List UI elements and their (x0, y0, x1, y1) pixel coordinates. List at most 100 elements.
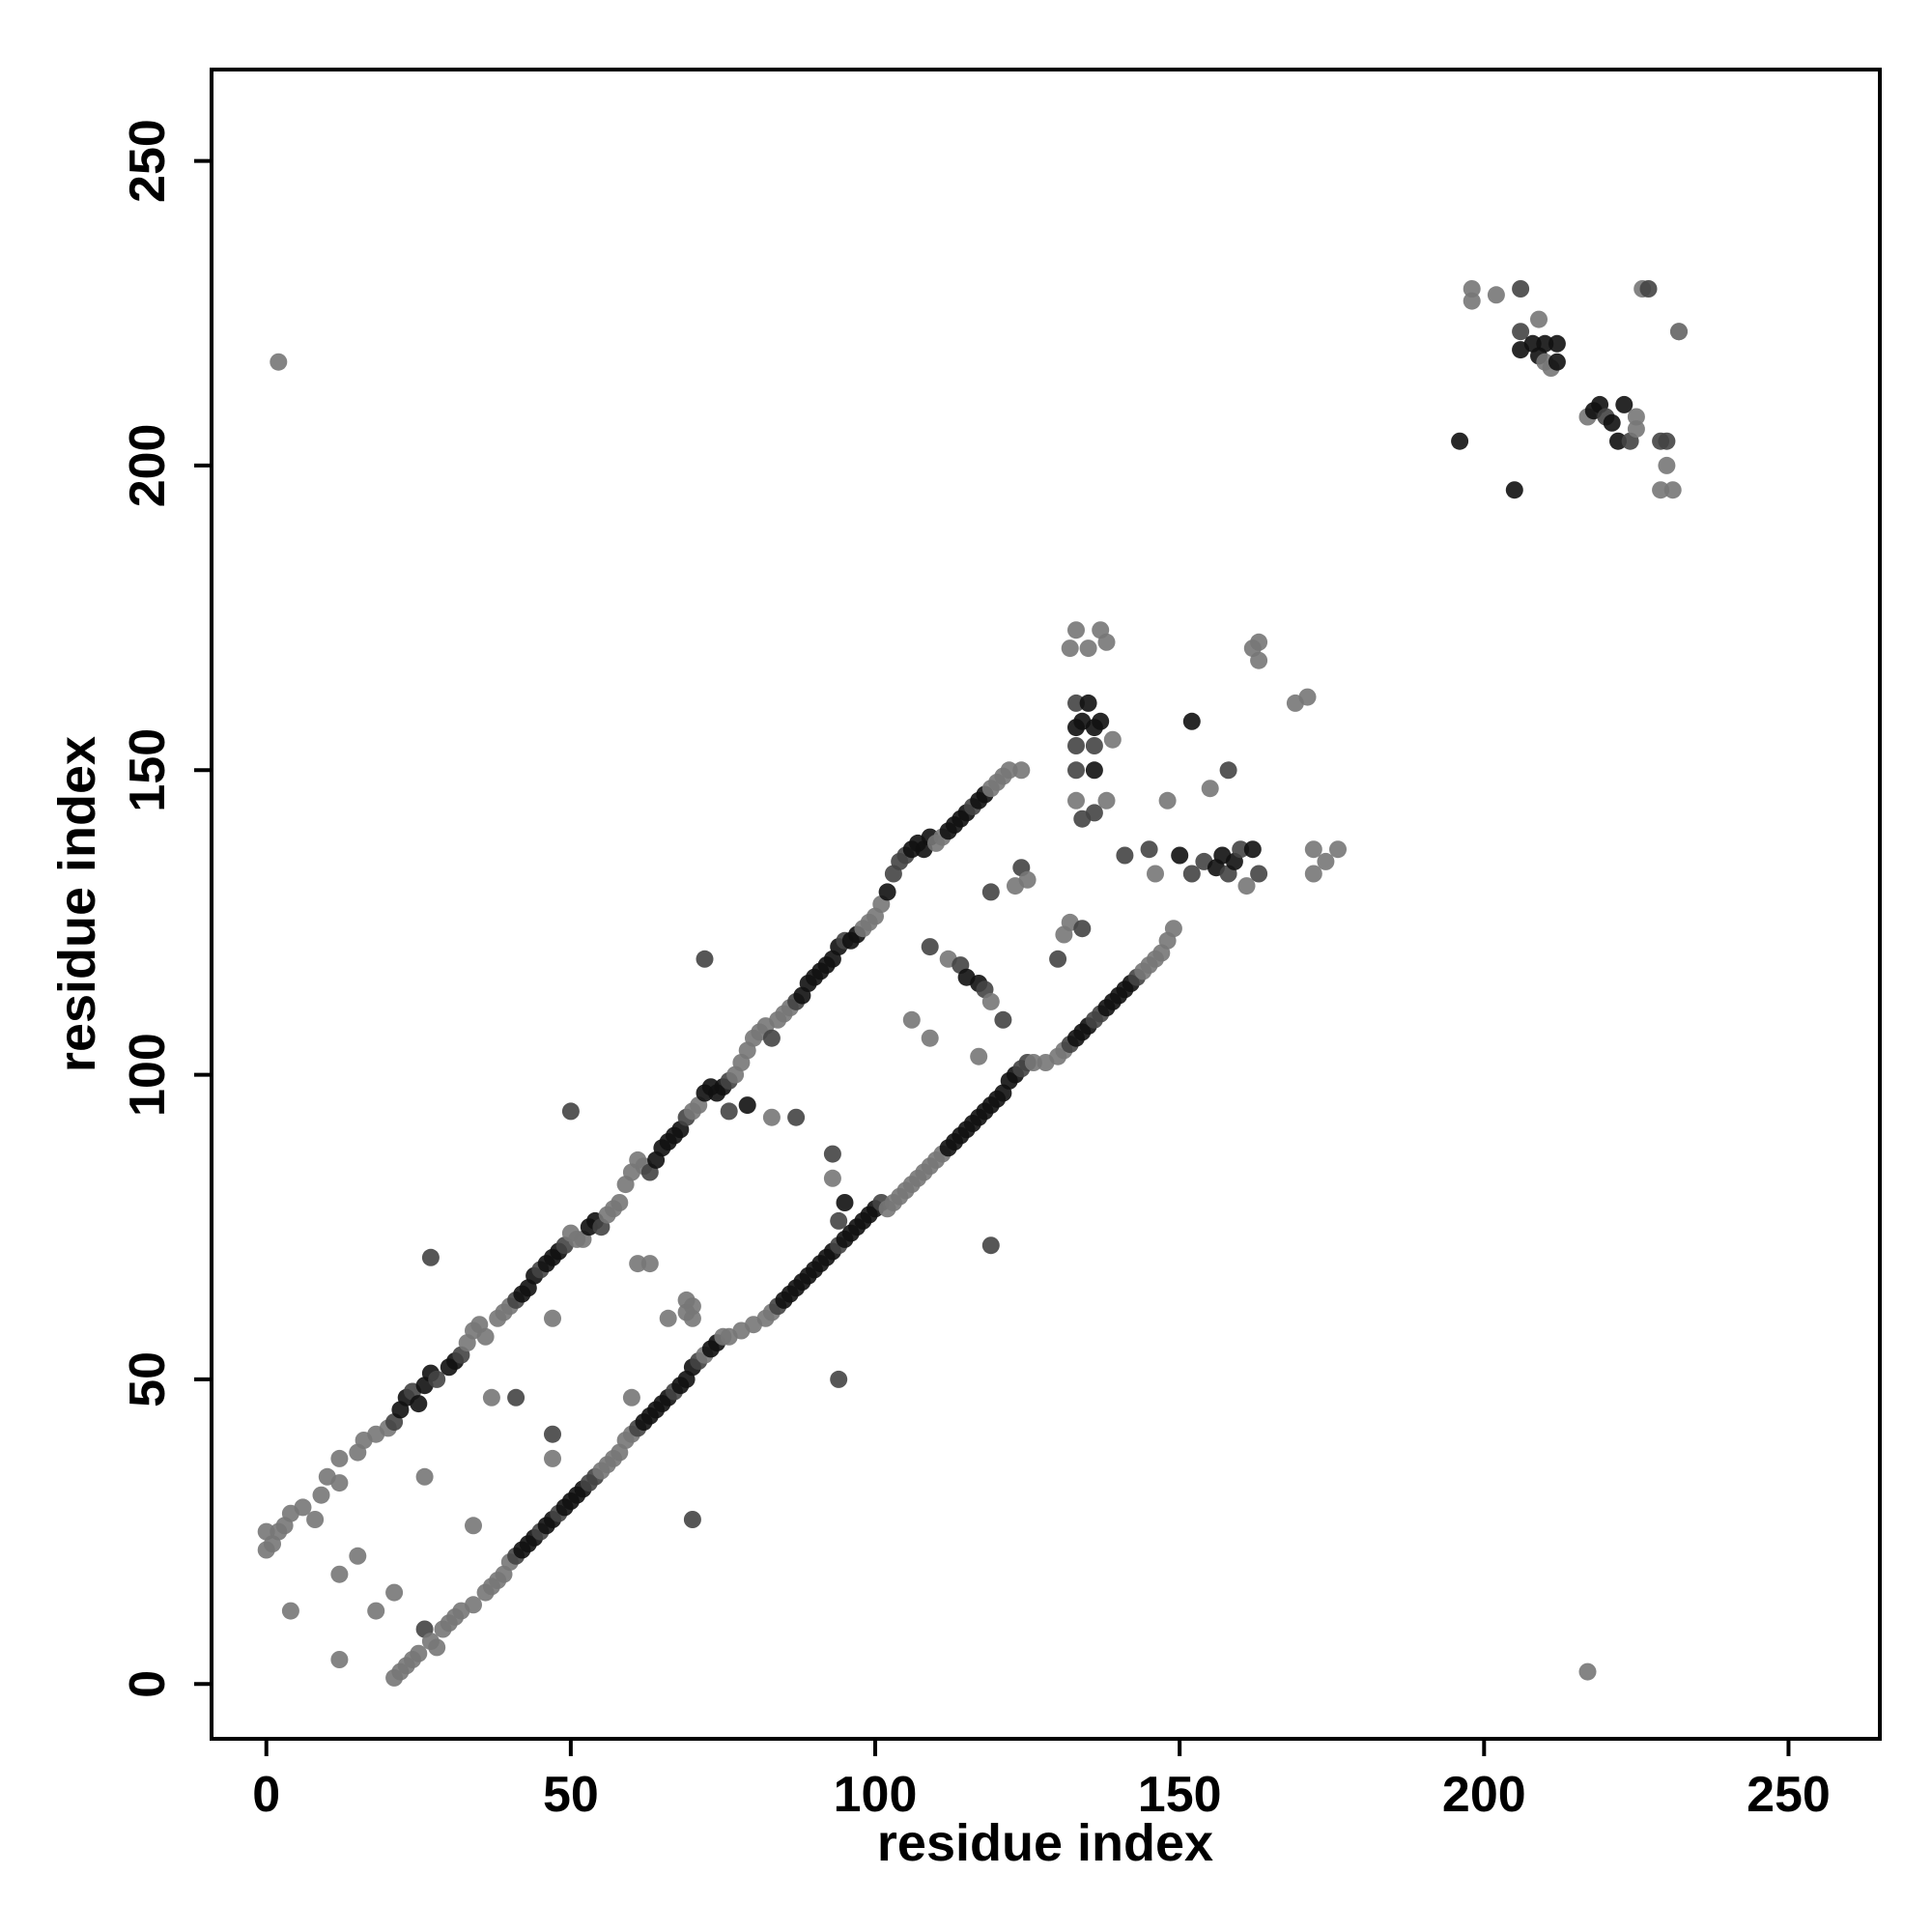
scatter-point (1097, 791, 1116, 810)
scatter-point (683, 1297, 701, 1316)
scatter-point (1049, 950, 1067, 968)
scatter-point (1018, 870, 1037, 889)
scatter-point (823, 1145, 841, 1163)
scatter-point (330, 1651, 349, 1668)
data-points (257, 280, 1688, 1687)
scatter-point (1603, 413, 1621, 432)
scatter-point (482, 1388, 500, 1406)
x-tick-label: 50 (543, 1767, 599, 1823)
scatter-point (830, 1370, 848, 1388)
x-tick-label: 250 (1747, 1767, 1831, 1823)
x-tick-label: 0 (252, 1767, 280, 1823)
scatter-point (415, 1467, 434, 1486)
scatter-point (270, 353, 288, 371)
y-tick-label: 150 (120, 728, 176, 812)
scatter-point (561, 1102, 580, 1121)
scatter-point (1663, 481, 1682, 499)
x-tick-label: 150 (1138, 1767, 1222, 1823)
scatter-point (1000, 761, 1018, 780)
scatter-point (1250, 633, 1268, 651)
scatter-point (1578, 1662, 1597, 1681)
x-tick-label: 100 (834, 1767, 918, 1823)
scatter-point (544, 1425, 561, 1443)
scatter-point (1451, 432, 1469, 450)
scatter-point (1116, 846, 1134, 865)
scatter-point (1079, 694, 1097, 712)
scatter-point (970, 1047, 988, 1065)
scatter-point (476, 1327, 495, 1346)
scatter-point (640, 1255, 659, 1273)
scatter-point (1012, 761, 1031, 780)
scatter-point (720, 1102, 738, 1121)
scatter-point (1512, 280, 1530, 298)
scatter-point (1067, 621, 1085, 639)
scatter-point (1237, 877, 1256, 895)
scatter-point (981, 883, 1000, 901)
scatter-point (1097, 633, 1116, 651)
scatter-point (629, 1255, 647, 1273)
scatter-point (1073, 920, 1092, 938)
scatter-point (981, 1236, 1000, 1255)
scatter-point (1232, 840, 1250, 859)
scatter-point (1103, 730, 1122, 749)
scatter-point (683, 1309, 701, 1327)
scatter-point (1182, 712, 1201, 730)
scatter-point (1250, 865, 1268, 883)
y-tick-label: 250 (120, 119, 176, 203)
scatter-point (823, 1169, 841, 1187)
scatter-point (1658, 432, 1676, 450)
scatter-point (696, 950, 714, 968)
scatter-point (1250, 651, 1268, 669)
scatter-point (544, 1449, 561, 1467)
x-tick-label: 200 (1442, 1767, 1526, 1823)
scatter-point (762, 1108, 781, 1126)
scatter-point (294, 1498, 312, 1517)
scatter-point (1304, 865, 1322, 883)
scatter-point (659, 1309, 677, 1327)
scatter-point (544, 1309, 561, 1327)
y-tick-label: 200 (120, 424, 176, 508)
scatter-point (1658, 456, 1676, 474)
scatter-point (1067, 761, 1085, 780)
scatter-point (1548, 353, 1566, 371)
scatter-point (1627, 420, 1645, 439)
scatter-point (611, 1194, 629, 1211)
scatter-point (1463, 292, 1481, 310)
scatter-point (1024, 1054, 1042, 1071)
scatter-point (507, 1388, 526, 1406)
y-axis: 0 50 100 150 200 250 (120, 119, 212, 1698)
scatter-point (787, 1108, 806, 1126)
scatter-point (1548, 334, 1566, 353)
scatter-point (1487, 286, 1505, 304)
scatter-point (1329, 840, 1347, 859)
y-tick-label: 50 (120, 1351, 176, 1407)
scatter-point (410, 1395, 428, 1413)
scatter-point (1085, 761, 1103, 780)
scatter-point (921, 938, 939, 956)
y-tick-label: 0 (120, 1670, 176, 1698)
scatter-point (981, 992, 1000, 1010)
scatter-point (306, 1511, 325, 1528)
scatter-point (1092, 712, 1110, 730)
scatter-point (1140, 840, 1158, 859)
scatter-point (994, 1010, 1012, 1029)
plot-frame (210, 68, 1882, 1741)
scatter-point (1067, 791, 1085, 810)
scatter-point (738, 1096, 756, 1115)
y-tick-label: 100 (120, 1033, 176, 1117)
scatter-point (1530, 310, 1548, 328)
scatter-point (1639, 280, 1658, 298)
scatter-point (281, 1602, 299, 1620)
scatter-point (330, 1474, 349, 1492)
x-axis-title: residue index (877, 1814, 1213, 1872)
scatter-point (1298, 688, 1317, 706)
scatter-point (465, 1596, 482, 1614)
scatter-point (1536, 334, 1554, 353)
scatter-point (1079, 639, 1097, 658)
scatter-point (428, 1638, 446, 1657)
scatter-point (1512, 323, 1530, 341)
scatter-point (830, 1211, 848, 1230)
scatter-point (428, 1370, 446, 1388)
scatter-point (1304, 840, 1322, 859)
scatter-point (902, 1010, 921, 1029)
